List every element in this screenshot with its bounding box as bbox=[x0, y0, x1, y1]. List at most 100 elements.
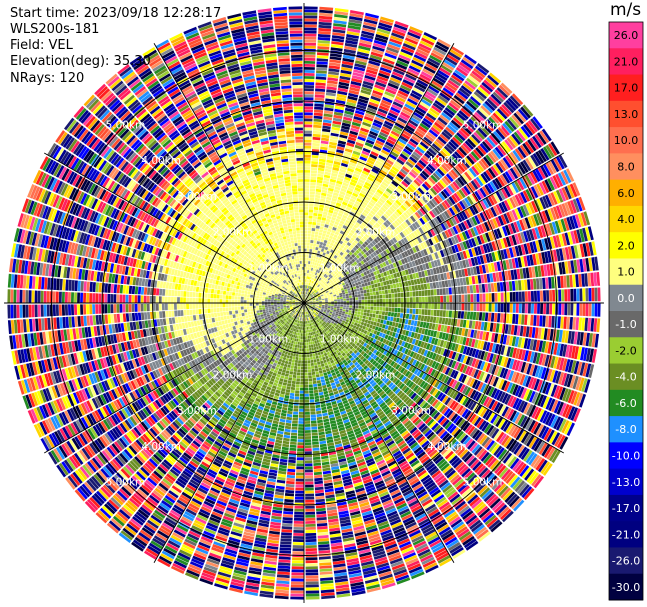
range-gate bbox=[327, 212, 333, 217]
range-gate bbox=[315, 265, 318, 269]
range-gate bbox=[418, 309, 422, 315]
range-gate bbox=[366, 66, 379, 72]
range-gate bbox=[358, 317, 363, 322]
range-gate bbox=[326, 250, 330, 255]
range-gate bbox=[448, 310, 452, 318]
range-gate bbox=[346, 242, 352, 247]
range-gate bbox=[331, 305, 334, 308]
range-gate bbox=[311, 231, 315, 235]
range-gate bbox=[426, 150, 435, 159]
range-gate bbox=[330, 267, 334, 272]
range-gate bbox=[552, 289, 556, 302]
range-gate bbox=[341, 227, 346, 232]
range-gate bbox=[304, 203, 309, 207]
range-gate bbox=[329, 141, 337, 146]
range-gate bbox=[325, 95, 336, 100]
range-gate bbox=[407, 68, 420, 76]
range-gate bbox=[304, 148, 312, 152]
range-gate bbox=[310, 176, 317, 180]
range-gate bbox=[315, 76, 327, 80]
range-gate bbox=[381, 149, 390, 156]
range-gate bbox=[310, 283, 313, 287]
range-gate bbox=[367, 320, 371, 324]
range-gate bbox=[357, 311, 361, 315]
range-gate bbox=[557, 316, 561, 329]
range-gate bbox=[311, 283, 314, 287]
range-gate bbox=[352, 318, 356, 323]
range-gate bbox=[348, 200, 355, 206]
range-gate bbox=[343, 113, 353, 119]
range-gate bbox=[304, 70, 315, 73]
range-gate bbox=[377, 282, 381, 287]
range-gate bbox=[508, 281, 513, 291]
range-gate bbox=[332, 195, 338, 200]
range-gate bbox=[342, 311, 346, 314]
range-gate bbox=[490, 114, 501, 126]
range-gate bbox=[496, 282, 501, 292]
range-gate bbox=[339, 131, 349, 136]
range-gate bbox=[416, 303, 419, 309]
range-gate bbox=[346, 234, 352, 239]
range-gate bbox=[596, 318, 601, 333]
range-gate bbox=[428, 296, 431, 303]
range-gate bbox=[371, 148, 380, 155]
range-gate bbox=[391, 307, 395, 312]
range-gate bbox=[338, 223, 344, 228]
range-gate bbox=[542, 277, 546, 289]
range-gate bbox=[307, 288, 310, 292]
range-gate bbox=[477, 127, 488, 138]
range-gate bbox=[349, 86, 360, 92]
range-gate bbox=[304, 285, 306, 288]
range-gate bbox=[358, 42, 372, 48]
range-gate bbox=[356, 198, 363, 203]
range-gate bbox=[426, 112, 437, 121]
range-gate bbox=[320, 268, 324, 272]
range-gate bbox=[344, 42, 358, 48]
range-gate bbox=[312, 268, 315, 272]
range-gate bbox=[361, 30, 375, 37]
range-gate bbox=[328, 266, 333, 270]
range-gate bbox=[351, 242, 357, 247]
range-gate bbox=[393, 163, 401, 170]
range-gate bbox=[346, 170, 353, 176]
range-gate bbox=[408, 171, 417, 179]
range-gate bbox=[344, 251, 349, 256]
range-gate bbox=[345, 219, 351, 224]
range-gate bbox=[317, 273, 321, 277]
range-gate bbox=[401, 150, 410, 158]
range-gate bbox=[445, 82, 458, 92]
range-gate bbox=[329, 206, 335, 211]
range-gate bbox=[432, 102, 444, 111]
range-gate bbox=[304, 30, 317, 34]
range-gate bbox=[376, 303, 380, 307]
range-gate bbox=[416, 161, 425, 170]
range-gate bbox=[477, 86, 490, 97]
range-gate bbox=[355, 211, 362, 217]
range-gate bbox=[304, 260, 306, 264]
range-gate bbox=[388, 307, 392, 312]
range-gate bbox=[348, 293, 352, 296]
range-gate bbox=[394, 293, 398, 298]
range-gate bbox=[311, 274, 314, 277]
range-gate bbox=[317, 46, 330, 50]
range-gate bbox=[469, 96, 481, 106]
range-gate bbox=[356, 317, 360, 321]
range-gate bbox=[436, 97, 447, 106]
range-gate bbox=[561, 289, 565, 302]
range-gate bbox=[327, 298, 331, 301]
range-gate bbox=[306, 288, 308, 292]
range-gate bbox=[332, 236, 337, 241]
range-gate bbox=[359, 192, 366, 198]
range-gate bbox=[490, 312, 495, 322]
range-gate bbox=[345, 145, 354, 150]
range-gate bbox=[364, 181, 372, 188]
range-gate bbox=[345, 307, 349, 310]
range-gate bbox=[340, 165, 348, 171]
range-gate bbox=[469, 136, 479, 146]
range-gate bbox=[443, 145, 453, 155]
range-gate bbox=[382, 303, 386, 307]
range-gate bbox=[400, 111, 411, 119]
range-gate bbox=[317, 270, 321, 274]
range-gate bbox=[455, 92, 467, 102]
range-gate bbox=[543, 303, 547, 315]
